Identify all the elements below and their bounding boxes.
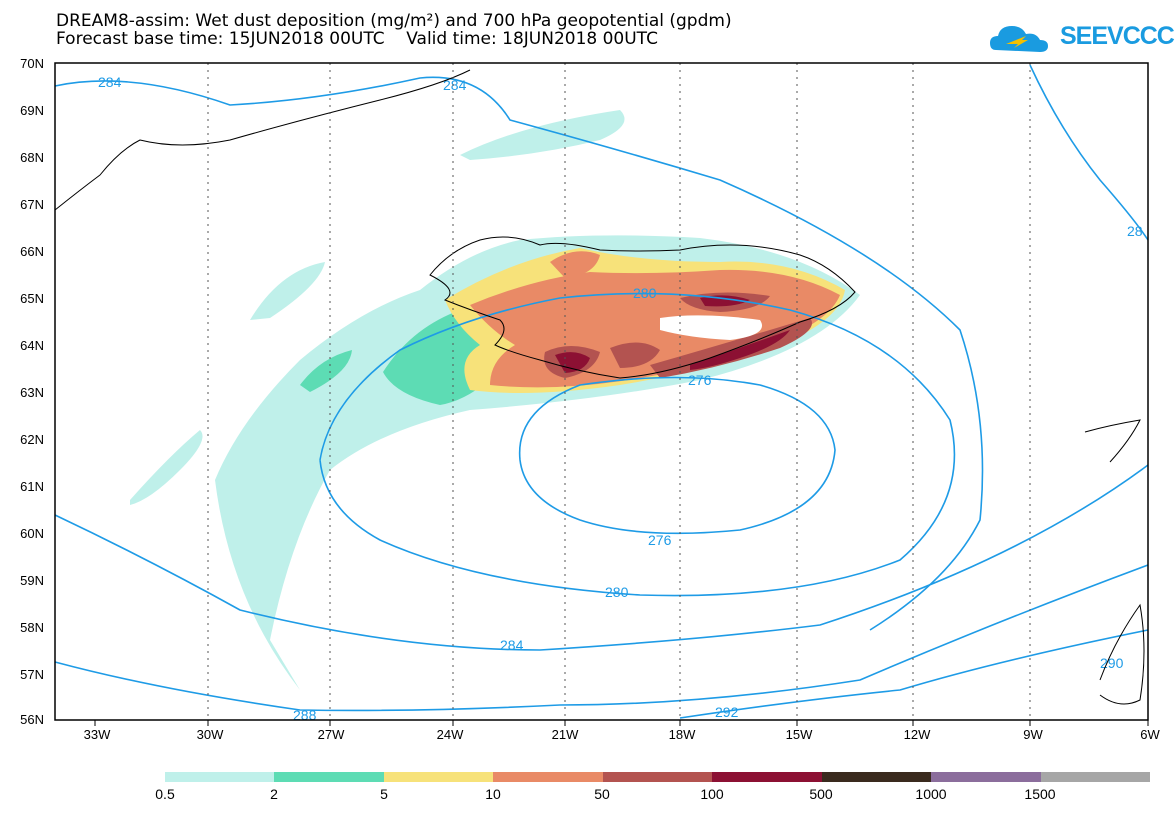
legend-swatch (712, 772, 822, 782)
legend-label: 5 (380, 786, 388, 802)
logo-text: SEEVCCC (1060, 22, 1175, 50)
contour-284-north (54, 76, 984, 631)
contour-292 (679, 629, 1149, 719)
coastlines (54, 69, 1145, 705)
lat-label: 64N (20, 338, 44, 353)
deposition-area-extreme (700, 295, 750, 307)
lat-label: 58N (20, 620, 44, 635)
deposition-area-high (550, 251, 600, 278)
legend-swatch (274, 772, 384, 782)
lat-label: 68N (20, 150, 44, 165)
legend-label: 1500 (1024, 786, 1056, 802)
lat-label: 61N (20, 479, 44, 494)
lon-label: 30W (196, 727, 224, 742)
cloud-icon (990, 26, 1048, 52)
lat-label: 69N (20, 103, 44, 118)
legend-label: 1000 (915, 786, 947, 802)
map-title: DREAM8-assim: Wet dust deposition (mg/m²… (56, 11, 732, 31)
lat-label: 57N (20, 667, 44, 682)
lon-label: 21W (551, 727, 579, 742)
contour-label: 276 (648, 532, 672, 548)
lon-label: 18W (668, 727, 696, 742)
geopotential-contours (54, 64, 1149, 719)
contour-label: 284 (443, 77, 467, 93)
axis-ticks (94, 720, 1149, 726)
legend-swatch (493, 772, 603, 782)
norway-coast (1084, 419, 1141, 463)
deposition-area-lowest (460, 110, 625, 160)
deposition-area-lowest (130, 430, 203, 505)
scotland-coast (1099, 603, 1145, 705)
lat-label: 63N (20, 385, 44, 400)
contour-288 (54, 564, 1149, 712)
contour-labels: 284 284 280 276 276 280 284 288 292 28 2… (98, 74, 1143, 723)
contour-label: 280 (605, 584, 629, 600)
contour-276-ring (518, 376, 836, 535)
deposition-area-very-high (610, 342, 660, 368)
deposition-area-extreme (690, 330, 790, 370)
legend-swatch (602, 772, 713, 782)
lat-label: 67N (20, 197, 44, 212)
lon-label: 24W (436, 727, 464, 742)
lat-label: 60N (20, 526, 44, 541)
lat-label: 65N (20, 291, 44, 306)
color-legend (165, 772, 1150, 782)
contour-label: 280 (633, 285, 657, 301)
deposition-area-lowest (250, 262, 325, 320)
dust-deposition-shading (130, 110, 860, 690)
lat-label: 56N (20, 712, 44, 727)
contour-label: 28 (1127, 223, 1143, 239)
contour-284-south (54, 464, 1149, 651)
contour-label: 292 (715, 704, 739, 720)
deposition-area-extreme (555, 352, 590, 373)
legend-label: 10 (485, 786, 501, 802)
deposition-gap (660, 315, 762, 340)
legend-swatch (931, 772, 1041, 782)
contour-label: 288 (293, 707, 317, 723)
iceland-coast (429, 236, 856, 379)
legend-label: 50 (594, 786, 610, 802)
lon-label: 12W (903, 727, 931, 742)
legend-label: 500 (809, 786, 833, 802)
legend-swatch (1040, 772, 1150, 782)
contour-label: 290 (1100, 655, 1124, 671)
lon-label: 15W (785, 727, 813, 742)
legend-swatch (821, 772, 932, 782)
legend-label: 2 (270, 786, 278, 802)
contour-280-ring (319, 292, 956, 597)
lat-label: 66N (20, 244, 44, 259)
contour-label: 284 (500, 637, 524, 653)
lon-label: 6W (1140, 727, 1160, 742)
contour-label: 276 (688, 372, 712, 388)
greenland-coast (54, 69, 471, 211)
contour-label: 284 (98, 74, 122, 90)
map-frame (54, 62, 1149, 721)
deposition-area-low (300, 350, 352, 392)
legend-label: 0.5 (155, 786, 175, 802)
lat-label: 70N (20, 56, 44, 71)
lat-label: 59N (20, 573, 44, 588)
lon-label: 33W (83, 727, 111, 742)
graticule (207, 63, 1031, 720)
map-subtitle: Forecast base time: 15JUN2018 00UTC Vali… (56, 29, 658, 49)
legend-label: 100 (700, 786, 724, 802)
lon-label: 9W (1023, 727, 1043, 742)
lon-label: 27W (317, 727, 345, 742)
legend-swatch (383, 772, 494, 782)
legend-swatch (165, 772, 275, 782)
contour-east (1029, 64, 1149, 241)
deposition-area-very-high (650, 318, 812, 378)
lat-label: 62N (20, 432, 44, 447)
